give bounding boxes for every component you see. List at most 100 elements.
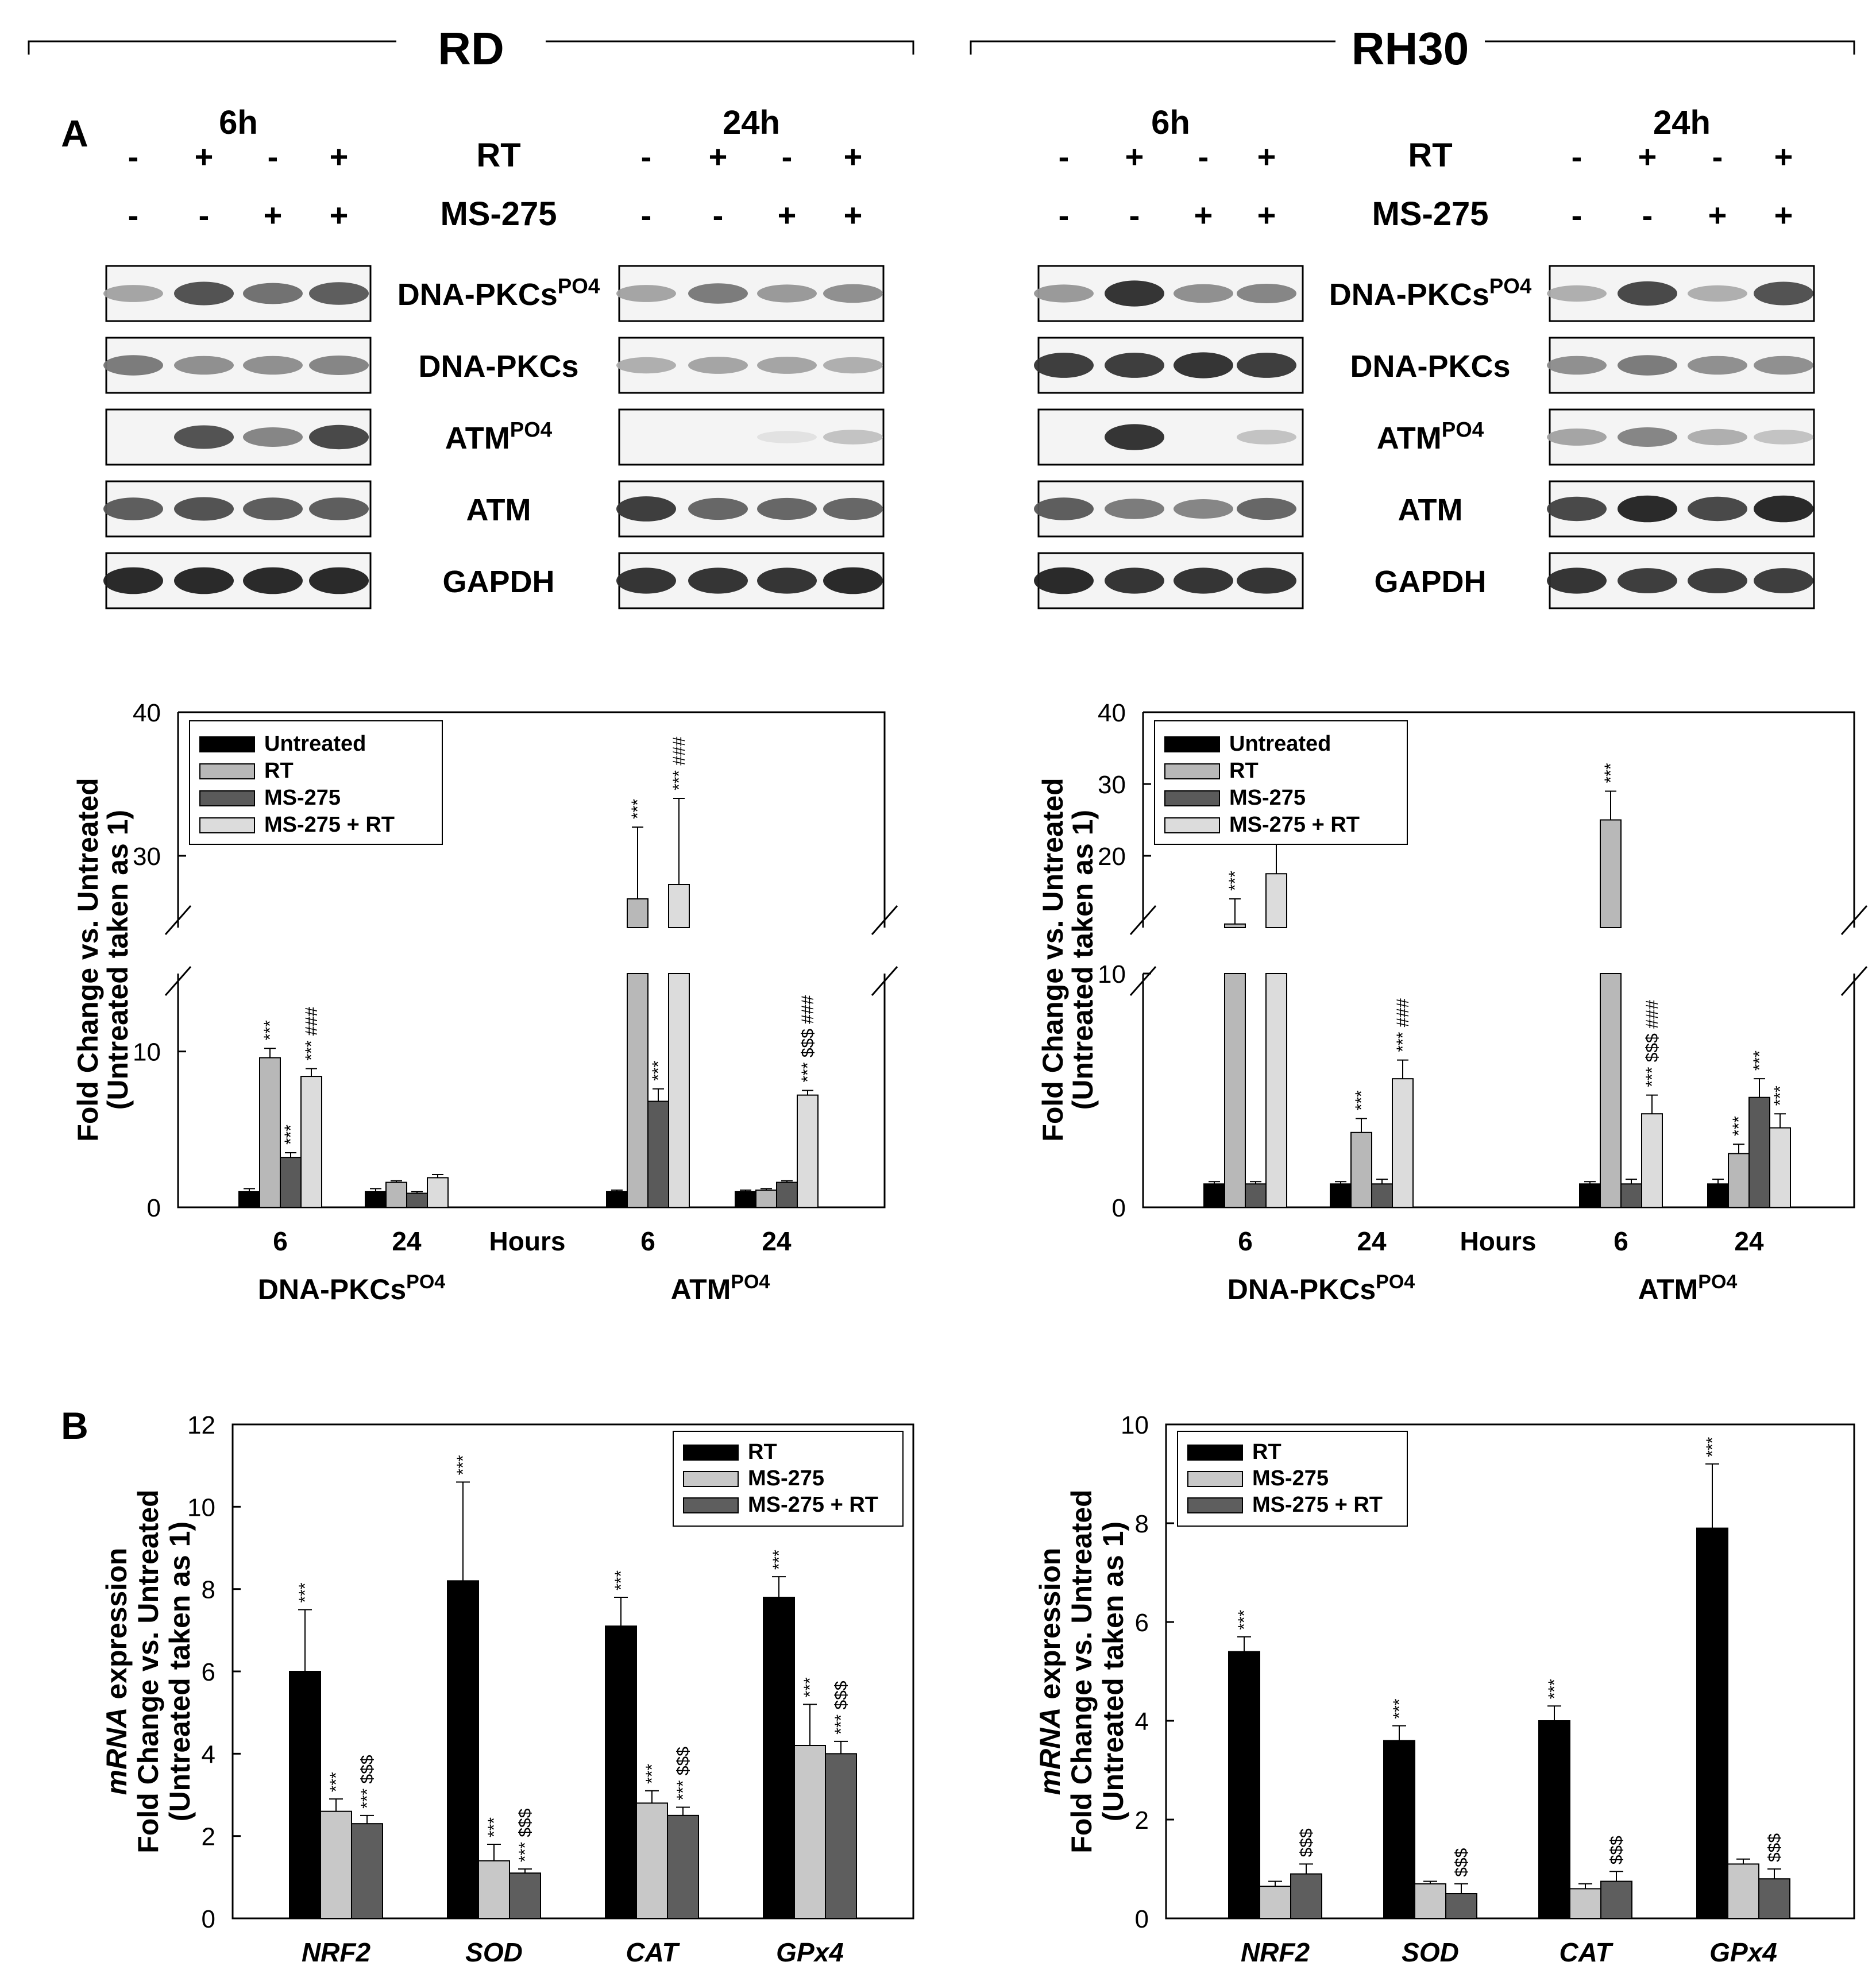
legend-label: MS-275 + RT (264, 813, 395, 837)
legend-swatch (1187, 1471, 1243, 1487)
legend-label: MS-275 + RT (1252, 1493, 1383, 1517)
significance-mark: *** (649, 1060, 668, 1080)
y-tick-label: 2 (1135, 1806, 1149, 1835)
lane-sign: - (1198, 138, 1209, 175)
blot-band (1174, 352, 1233, 379)
blot-band (309, 497, 369, 520)
blot-band (1237, 497, 1296, 520)
blot-band (309, 567, 369, 594)
timepoint-label: 24h (723, 104, 780, 141)
significance-mark: *** (1226, 871, 1245, 891)
x-category-label: NRF2 (302, 1937, 371, 1967)
lane-sign: - (641, 138, 652, 175)
lane-sign: - (1572, 138, 1582, 175)
significance-mark: *** (485, 1817, 504, 1837)
blot-band (1105, 567, 1164, 594)
blot-band (1754, 495, 1813, 523)
lane-sign: + (1638, 138, 1657, 175)
y-axis-label: (Untreated taken as 1) (1067, 810, 1099, 1110)
header-bracket (546, 40, 914, 55)
blot-band (616, 357, 676, 374)
y-axis-label: (Untreated taken as 1) (164, 1521, 196, 1821)
y-tick-label: 8 (1135, 1510, 1149, 1538)
axis-break-mark (1129, 905, 1157, 935)
bar (509, 1872, 541, 1920)
y-tick-label: 2 (202, 1823, 215, 1851)
blot-band (1618, 427, 1677, 447)
axis-frame (1165, 1423, 1855, 1920)
blot-band (1034, 497, 1094, 520)
axis-frame (1142, 711, 1855, 1208)
blot-band (616, 567, 676, 594)
blot-band (1547, 567, 1607, 594)
significance-mark: *** (1750, 1051, 1769, 1071)
blot-band (1105, 353, 1164, 378)
y-tick-label: 30 (133, 843, 161, 871)
lane-sign: + (264, 197, 283, 233)
bar (1228, 1651, 1260, 1920)
x-axis-label: Hours (1460, 1226, 1537, 1256)
legend-swatch (1187, 1497, 1243, 1513)
y-tick-label: 8 (202, 1576, 215, 1604)
y-tick-label: 10 (1121, 1411, 1149, 1439)
legend-swatch (683, 1497, 739, 1513)
lane-sign: - (1572, 197, 1582, 233)
significance-mark: *** (281, 1125, 300, 1145)
blot-band (243, 567, 303, 594)
bar (1728, 1153, 1750, 1208)
legend-label: MS-275 (748, 1466, 824, 1490)
blot-band (1688, 496, 1747, 522)
timepoint-label: 6h (219, 104, 258, 141)
bar (259, 1057, 281, 1208)
bar (1569, 1888, 1601, 1919)
blot-band (1174, 284, 1233, 303)
protein-label: ATM (466, 493, 531, 527)
protein-label: GAPDH (442, 565, 554, 599)
legend-swatch (1164, 817, 1220, 833)
y-tick-label: 6 (202, 1658, 215, 1686)
legend-label: Untreated (264, 732, 366, 756)
timepoint-label: 24h (1653, 104, 1711, 141)
chart-panel-a: 0 10 30 40 Fold Change vs. Untreated(Untreat… (72, 699, 898, 1306)
blot-band (309, 356, 369, 375)
lane-sign: + (1194, 197, 1213, 233)
header-bracket (1485, 40, 1855, 55)
bar (365, 1191, 387, 1208)
protein-label: DNA-PKCs (1350, 349, 1510, 384)
bar (1392, 1078, 1414, 1208)
blot-band (103, 497, 163, 520)
legend-swatch (199, 763, 255, 779)
lane-sign: + (1257, 197, 1276, 233)
bar (606, 1191, 628, 1208)
x-category-label: GPx4 (776, 1937, 844, 1967)
blot-band (1174, 499, 1233, 519)
header-bracket (970, 40, 1335, 55)
lane-sign: - (128, 197, 139, 233)
blot-band (757, 357, 817, 374)
lane-sign: - (641, 197, 652, 233)
bar (320, 1810, 352, 1920)
legend-swatch (199, 817, 255, 833)
bar (1224, 973, 1246, 1208)
axis-break-mark (164, 905, 192, 935)
blot-band (1547, 428, 1607, 446)
blot-band (243, 356, 303, 375)
y-tick-label: 10 (187, 1493, 215, 1521)
treatment-label: MS-275 (1372, 195, 1488, 233)
bar (1224, 923, 1246, 928)
blot-band (1105, 499, 1164, 519)
significance-mark: *** (327, 1772, 346, 1792)
legend-label: MS-275 + RT (1229, 813, 1360, 837)
x-category-label: SOD (1402, 1937, 1459, 1967)
panel-label-a: A (61, 112, 88, 155)
significance-mark: *** (1352, 1090, 1371, 1110)
blot-band (823, 357, 883, 374)
bar (289, 1671, 321, 1919)
lane-sign: + (195, 138, 214, 175)
x-tick-label: 24 (1734, 1226, 1764, 1256)
x-category-label: SOD (465, 1937, 523, 1967)
x-category-label: CAT (626, 1937, 680, 1967)
timepoint-label: 6h (1151, 104, 1190, 141)
blot-band (1034, 284, 1094, 303)
